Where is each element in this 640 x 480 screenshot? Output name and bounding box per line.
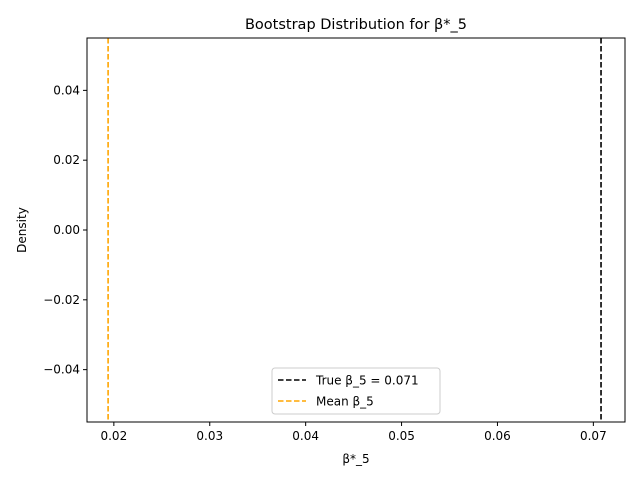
y-tick-label: −0.02 — [43, 293, 80, 307]
x-tick-label: 0.04 — [292, 429, 319, 443]
x-tick-label: 0.02 — [100, 429, 127, 443]
x-axis: 0.02 0.03 0.04 0.05 0.06 0.07 — [100, 422, 607, 443]
y-tick-label: 0.04 — [53, 83, 80, 97]
x-tick-label: 0.03 — [196, 429, 223, 443]
x-tick-label: 0.05 — [388, 429, 415, 443]
y-tick-label: −0.04 — [43, 363, 80, 377]
reference-lines — [107, 38, 602, 422]
y-axis: −0.04 −0.02 0.00 0.02 0.04 — [43, 83, 87, 377]
x-axis-label: β*_5 — [342, 452, 369, 466]
y-tick-label: 0.02 — [53, 153, 80, 167]
legend-label-mean: Mean β_5 — [316, 395, 374, 409]
x-tick-label: 0.07 — [580, 429, 607, 443]
legend-box — [271, 367, 441, 415]
y-tick-label: 0.00 — [53, 223, 80, 237]
y-axis-label: Density — [15, 207, 29, 253]
legend: True β_5 = 0.071 Mean β_5 — [271, 367, 441, 415]
x-tick-label: 0.06 — [484, 429, 511, 443]
chart-title: Bootstrap Distribution for β*_5 — [245, 17, 467, 33]
legend-label-true: True β_5 = 0.071 — [315, 374, 419, 388]
